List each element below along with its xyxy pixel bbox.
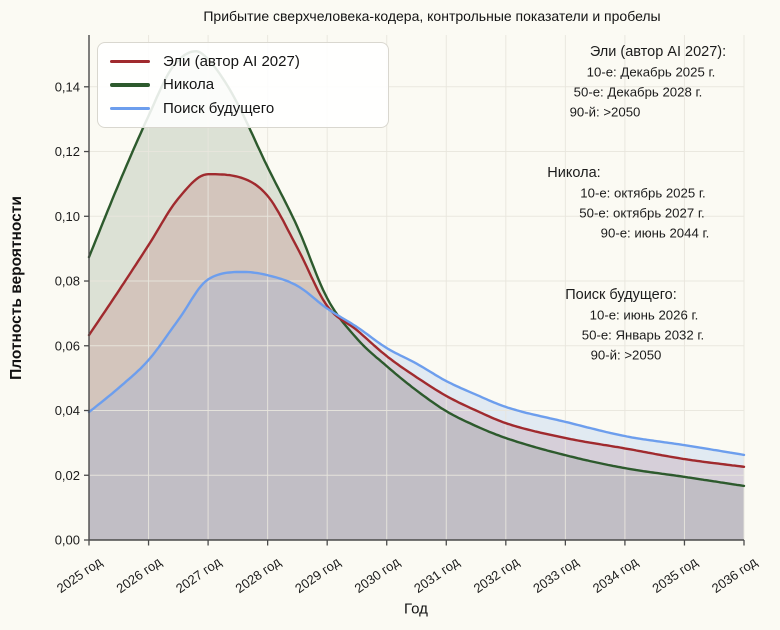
x-tick-label: 2030 год	[352, 554, 403, 596]
y-tick-label: 0,12	[55, 144, 80, 159]
y-tick-label: 0,14	[55, 79, 80, 94]
annotation-percentile-line: 10-е: Декабрь 2025 г.	[586, 64, 716, 80]
annotation-percentile-line: 90-й: >2050	[569, 104, 641, 119]
x-tick-label: 2036 год	[709, 554, 760, 596]
annotation-percentile-line: 90-е: июнь 2044 г.	[600, 225, 710, 241]
legend-line-sample-future-search	[110, 106, 150, 111]
series-line-future-search	[87, 270, 746, 457]
legend-item: Никола	[110, 76, 376, 93]
annotation-percentile-line: 50-е: октябрь 2027 г.	[579, 205, 705, 221]
legend-label: Эли (автор AI 2027)	[163, 53, 300, 71]
annotation-percentile-line: 90-й: >2050	[590, 347, 662, 362]
legend-label: Никола	[163, 76, 215, 94]
annotation-percentile-line: 10-е: июнь 2026 г.	[589, 307, 699, 323]
y-tick-label: 0,00	[55, 533, 80, 548]
x-tick-label: 2035 год	[649, 554, 700, 596]
x-tick-label: 2027 год	[173, 554, 224, 596]
x-tick-label: 2028 год	[233, 554, 284, 596]
x-tick-label: 2034 год	[590, 554, 641, 596]
annotation-percentile-line: 50-е: Декабрь 2028 г.	[573, 84, 703, 99]
annotation-title-nikola: Никола:	[547, 165, 601, 181]
annotation-percentile-line: 50-е: Январь 2032 г.	[581, 327, 705, 342]
annotation-percentile-line: 10-е: октябрь 2025 г.	[580, 185, 706, 201]
x-tick-label: 2032 год	[471, 554, 522, 596]
x-tick-label: 2025 год	[54, 554, 105, 596]
series-fill-nikola	[89, 51, 744, 540]
y-tick-label: 0,02	[55, 468, 80, 483]
legend-label: Поиск будущего	[163, 99, 275, 117]
y-tick-label: 0,08	[55, 274, 80, 289]
chart-title: Прибытие сверхчеловека-кодера, контрольн…	[203, 8, 661, 24]
y-tick-label: 0,10	[55, 209, 80, 224]
legend: Эли (автор AI 2027) Никола Поиск будущего	[97, 42, 389, 128]
x-tick-label: 2033 год	[530, 554, 581, 596]
series-fill-future-search	[89, 272, 744, 540]
series-fill-eli	[89, 174, 744, 540]
annotation-title-future-search: Поиск будущего:	[565, 287, 677, 303]
y-axis-label: Плотность вероятности	[8, 196, 25, 380]
legend-line-sample-nikola	[110, 83, 150, 87]
legend-item: Поиск будущего	[110, 100, 376, 117]
x-axis-label: Год	[404, 600, 428, 618]
x-tick-label: 2029 год	[292, 554, 343, 596]
legend-item: Эли (автор AI 2027)	[110, 53, 376, 70]
annotation-title-eli: Эли (автор AI 2027):	[589, 44, 727, 60]
series-line-eli	[87, 173, 746, 468]
y-tick-label: 0,04	[55, 403, 80, 418]
y-tick-label: 0,06	[55, 338, 80, 353]
x-tick-label: 2026 год	[113, 554, 164, 596]
x-tick-label: 2031 год	[411, 554, 462, 596]
legend-line-sample-eli	[110, 59, 150, 64]
